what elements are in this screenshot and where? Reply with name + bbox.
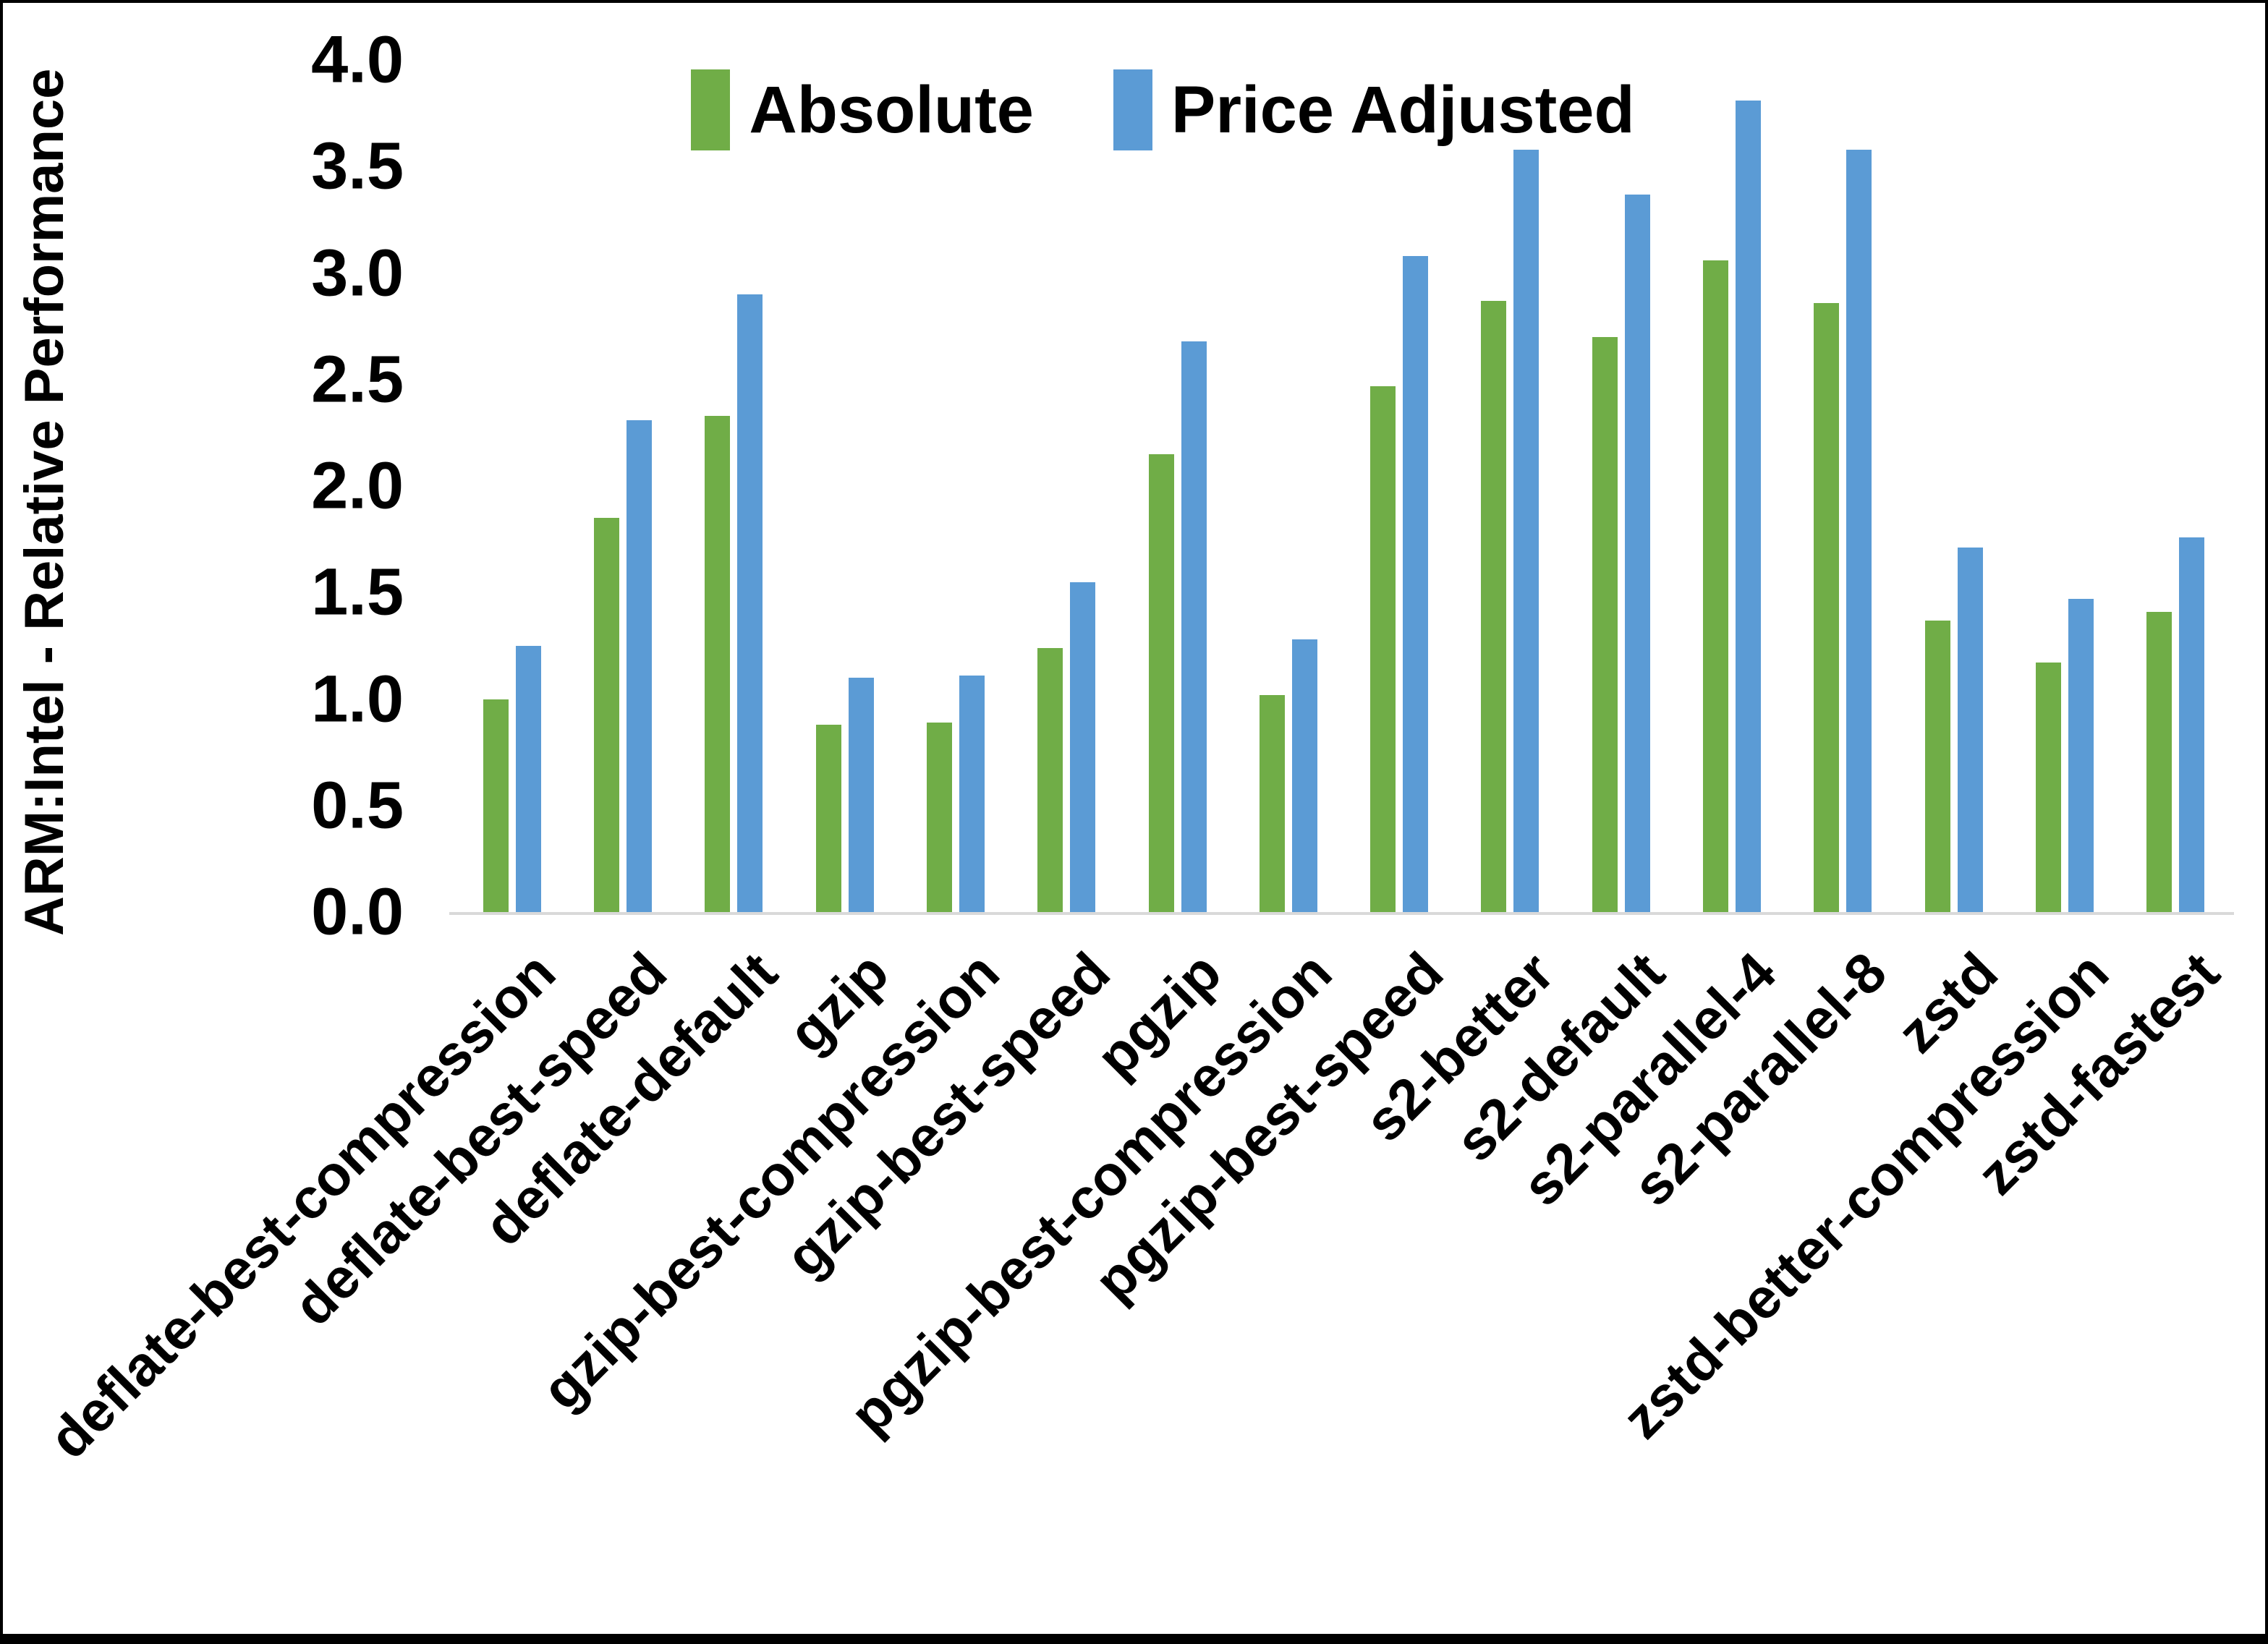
y-axis-tick-label: 4.0 bbox=[311, 22, 404, 97]
bar-absolute bbox=[483, 699, 509, 912]
legend-swatch-price-adjusted bbox=[1113, 69, 1152, 150]
bar-price-adjusted bbox=[1070, 582, 1096, 912]
legend-item-absolute: Absolute bbox=[691, 69, 1034, 150]
bar-absolute bbox=[593, 518, 619, 912]
y-axis-tick-label: 3.5 bbox=[311, 129, 404, 203]
bar-absolute bbox=[1481, 300, 1507, 912]
bar-price-adjusted bbox=[2068, 599, 2094, 912]
bar-price-adjusted bbox=[1624, 194, 1650, 912]
bar-absolute bbox=[2036, 663, 2062, 912]
bar-price-adjusted bbox=[1291, 639, 1317, 912]
bar-price-adjusted bbox=[737, 294, 763, 912]
bar-absolute bbox=[1703, 260, 1729, 912]
legend-label-price-adjusted: Price Adjusted bbox=[1171, 72, 1635, 147]
bar-absolute bbox=[1814, 302, 1840, 912]
bar-price-adjusted bbox=[1513, 149, 1539, 912]
plot-area: 0.0 0.5 1.0 1.5 2.0 2.5 3.0 3.5 4.0 deflate-best-… bbox=[3, 3, 2265, 1634]
bar-absolute bbox=[1259, 694, 1285, 912]
y-axis-tick-label: 1.5 bbox=[311, 555, 404, 629]
y-axis-tick-label: 2.0 bbox=[311, 448, 404, 523]
bar-absolute bbox=[1037, 647, 1063, 912]
bar-price-adjusted bbox=[2179, 537, 2205, 912]
legend-item-price-adjusted: Price Adjusted bbox=[1113, 69, 1635, 150]
y-axis-tick-label: 2.5 bbox=[311, 342, 404, 417]
bar-absolute bbox=[926, 722, 952, 912]
chart-legend: Absolute Price Adjusted bbox=[32, 69, 2265, 150]
bar-price-adjusted bbox=[626, 419, 652, 912]
bar-absolute bbox=[1370, 386, 1396, 912]
bar-price-adjusted bbox=[1403, 255, 1429, 912]
legend-label-absolute: Absolute bbox=[749, 72, 1034, 147]
x-axis-line bbox=[449, 912, 2234, 915]
bar-absolute bbox=[815, 724, 841, 912]
y-axis-tick-label: 0.0 bbox=[311, 874, 404, 949]
legend-swatch-absolute bbox=[691, 69, 731, 150]
bar-absolute bbox=[2146, 611, 2173, 912]
bar-price-adjusted bbox=[1736, 100, 1762, 912]
y-axis-tick-label: 3.0 bbox=[311, 236, 404, 310]
bar-absolute bbox=[705, 415, 731, 912]
bar-price-adjusted bbox=[1957, 548, 1983, 912]
bar-price-adjusted bbox=[1181, 341, 1207, 912]
bar-absolute bbox=[1592, 336, 1618, 912]
bar-absolute bbox=[1148, 453, 1174, 912]
bar-price-adjusted bbox=[959, 676, 985, 912]
bar-price-adjusted bbox=[1846, 149, 1872, 912]
y-axis-tick-label: 1.0 bbox=[311, 662, 404, 736]
bar-price-adjusted bbox=[848, 678, 874, 912]
y-axis-tick-label: 0.5 bbox=[311, 768, 404, 843]
bar-absolute bbox=[1924, 620, 1950, 912]
bar-price-adjusted bbox=[515, 645, 541, 912]
